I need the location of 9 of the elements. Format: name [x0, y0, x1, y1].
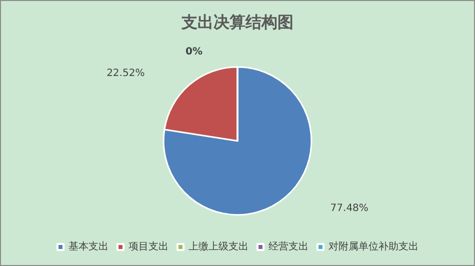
data-label: 77.48% [330, 203, 368, 214]
legend-label: 项目支出 [128, 240, 168, 252]
text: 0% [186, 46, 202, 58]
chart-title: 支出决算结构图 [180, 12, 294, 32]
legend-label: 对附属单位补助支出 [328, 240, 418, 252]
legend-label: 上缴上级支出 [188, 240, 248, 252]
legend-label: 基本支出 [68, 240, 108, 252]
data-label: 22.52% [106, 68, 145, 79]
legend-label: 经营支出 [268, 240, 308, 252]
